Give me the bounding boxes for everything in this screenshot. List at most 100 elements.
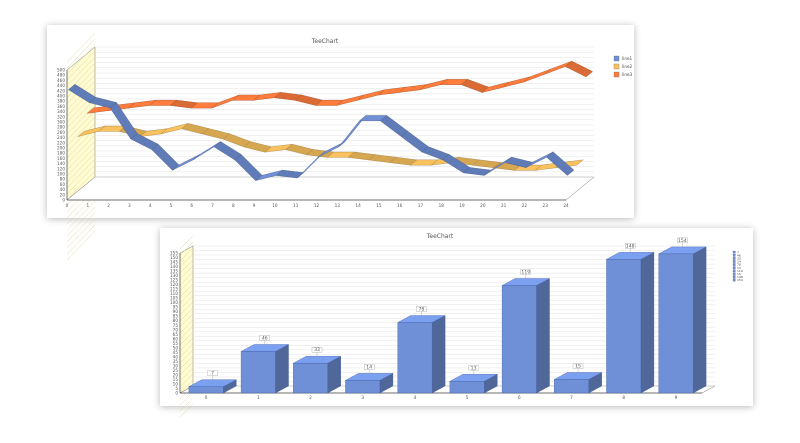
y-tick-label: 120: [170, 282, 178, 287]
x-tick-label: 6: [190, 203, 193, 208]
y-tick-label: 40: [173, 354, 179, 359]
y-tick-label: 400: [57, 94, 65, 99]
wall-hatch: [66, 44, 96, 75]
wall-hatch: [66, 212, 96, 243]
bar: [554, 379, 589, 394]
wall-hatch: [179, 391, 194, 406]
x-tick-label: 0: [205, 395, 208, 400]
wall-hatch: [179, 367, 194, 382]
legend-swatch: [732, 278, 736, 282]
legend-swatch-line1: [613, 55, 620, 62]
y-tick-label: 35: [173, 359, 179, 364]
x-tick-label: 16: [397, 203, 403, 208]
wall-hatch: [179, 313, 194, 328]
y-tick-label: 20: [173, 372, 179, 377]
x-tick-label: 15: [376, 203, 382, 208]
bar-value-label-box: [311, 347, 323, 353]
x-tick-label: 3: [128, 203, 131, 208]
y-tick-label: 440: [57, 83, 65, 88]
y-tick-label: 125: [170, 278, 178, 283]
legend-swatch: [732, 272, 736, 276]
bar-value-label-box: [259, 335, 270, 341]
y-tick-label: 110: [170, 291, 178, 296]
series-line1-segment: [400, 130, 429, 153]
y-tick-label: 105: [170, 296, 178, 301]
wall-hatch: [66, 68, 96, 99]
bar-value-label: 46: [262, 335, 268, 341]
y-tick-label: 10: [173, 381, 179, 386]
bar: [606, 259, 642, 394]
chart-title: TeeChart: [426, 233, 454, 240]
bar-side: [536, 278, 550, 394]
wall-hatch: [179, 307, 194, 322]
y-tick-label: 100: [57, 172, 65, 177]
wall-hatch: [66, 116, 96, 147]
y-tick-label: 70: [173, 327, 179, 332]
x-tick-label: 20: [480, 203, 486, 208]
y-tick-label: 75: [173, 323, 179, 328]
y-tick-label: 95: [173, 305, 179, 310]
wall-hatch: [66, 56, 96, 87]
y-tick-label: 300: [57, 120, 65, 125]
y-tick-label: 115: [170, 287, 178, 292]
wall-hatch: [66, 98, 96, 129]
wall-hatch: [66, 104, 96, 135]
bar: [449, 381, 485, 394]
x-tick-label: 0: [66, 203, 69, 208]
wall-hatch: [66, 134, 96, 165]
wall-hatch: [179, 319, 194, 334]
wall-hatch: [179, 343, 194, 358]
bar-value-label: 78: [418, 307, 424, 313]
wall-hatch: [66, 200, 96, 231]
bar-value-label: 33: [314, 347, 320, 353]
wall-hatch: [179, 355, 194, 370]
wall-hatch: [66, 128, 96, 159]
wall-hatch: [66, 164, 96, 195]
legend-swatch: [732, 250, 736, 254]
legend-label-line1: line1: [622, 56, 633, 61]
legend-swatch-line3: [613, 71, 620, 78]
y-tick-label: 380: [57, 99, 65, 104]
y-tick-label: 340: [57, 109, 65, 114]
bar-value-label: 148: [626, 243, 635, 249]
line-chart: TeeChart 0204060801001201401601802002202…: [57, 32, 633, 261]
y-tick-label: 45: [173, 350, 179, 355]
wall-hatch: [179, 331, 194, 346]
legend-label: 154: [737, 278, 743, 282]
legend-swatch: [732, 260, 736, 263]
legend-label-line2: line2: [622, 64, 633, 69]
y-tick-label: 145: [170, 260, 178, 265]
y-tick-label: 140: [170, 264, 178, 269]
x-tick-label: 2: [309, 395, 312, 400]
legend-label: 119: [737, 269, 743, 273]
x-tick-label: 7: [570, 395, 573, 400]
bar-side: [431, 315, 446, 394]
wall-hatch: [66, 122, 96, 153]
wall-hatch: [66, 170, 96, 201]
y-tick-label: 90: [173, 309, 179, 314]
x-tick-label: 21: [501, 203, 507, 208]
y-tick-label: 150: [170, 255, 178, 260]
floor: [66, 176, 595, 201]
x-tick-label: 17: [418, 203, 424, 208]
bar: [658, 253, 694, 394]
wall-hatch: [179, 247, 194, 262]
legend-label: 15: [737, 272, 741, 276]
y-tick-label: 15: [173, 377, 179, 382]
wall-hatch: [179, 379, 194, 394]
y-tick-label: 320: [57, 114, 65, 119]
wall-hatch: [179, 253, 194, 268]
wall-hatch: [66, 146, 96, 177]
wall-hatch: [66, 206, 96, 237]
x-tick-label: 1: [257, 395, 260, 400]
x-tick-label: 7: [211, 203, 214, 208]
y-tick-label: 220: [57, 140, 65, 145]
x-tick-label: 13: [335, 203, 341, 208]
series-line1-segment: [193, 141, 221, 160]
wall-hatch: [179, 271, 194, 286]
x-tick-label: 18: [439, 203, 445, 208]
legend-label: 33: [737, 257, 741, 261]
wall-hatch: [66, 158, 96, 189]
series-line1-segment: [379, 115, 408, 137]
bar-value-label: 7: [211, 371, 214, 377]
